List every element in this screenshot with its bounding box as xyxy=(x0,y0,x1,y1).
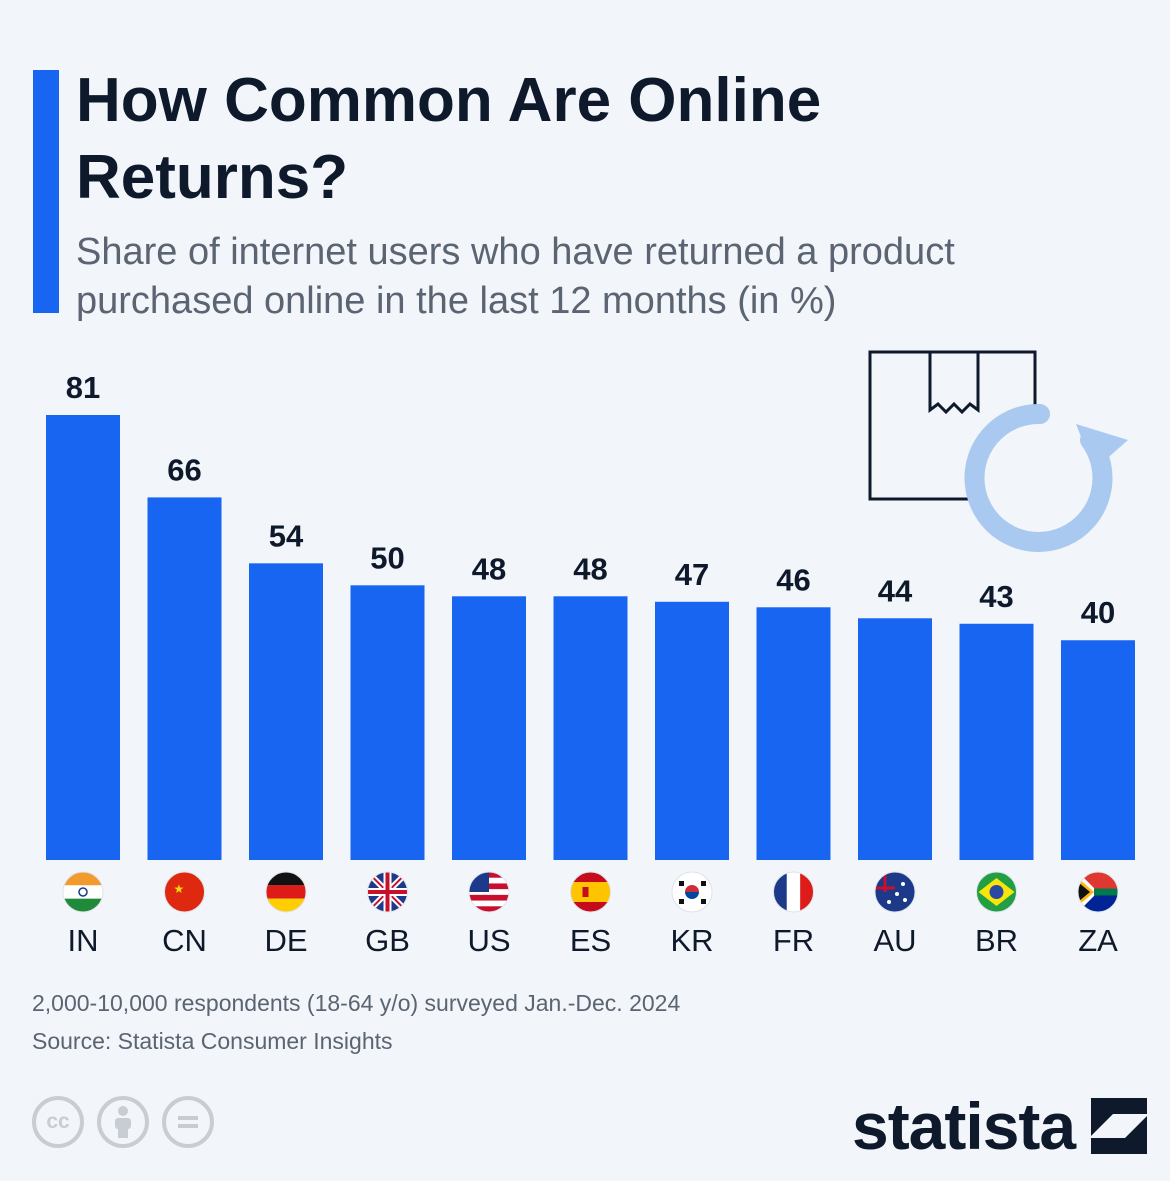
statista-logo[interactable]: statista xyxy=(852,1088,1148,1164)
bar-value-label: 43 xyxy=(979,579,1013,614)
chart-title: How Common Are Online Returns? xyxy=(76,66,822,212)
germany-flag-icon xyxy=(265,871,307,913)
bar-value-label: 66 xyxy=(167,452,201,487)
bar-value-label: 48 xyxy=(472,551,506,586)
bar-in xyxy=(46,415,120,860)
category-label: ES xyxy=(570,923,611,958)
chart-subtitle: Share of internet users who have returne… xyxy=(76,231,955,322)
bar-de xyxy=(249,563,323,860)
china-flag-icon: ★ xyxy=(164,871,205,913)
south-africa-flag-icon xyxy=(1077,871,1119,913)
usa-flag-icon xyxy=(468,871,510,913)
bar-value-label: 40 xyxy=(1081,595,1115,630)
bar-value-label: 46 xyxy=(776,562,810,597)
bar-za xyxy=(1061,640,1135,860)
bar-cn xyxy=(147,497,222,860)
bar-value-label: 48 xyxy=(573,551,607,586)
uk-flag-icon xyxy=(367,871,408,913)
bar-value-label: 54 xyxy=(269,518,304,553)
license-icons: cc xyxy=(32,1096,214,1148)
category-label: US xyxy=(467,923,510,958)
bar-br xyxy=(959,623,1034,860)
title-accent-bar xyxy=(33,70,59,313)
package-return-icon xyxy=(866,348,1136,563)
bar-fr xyxy=(756,607,831,860)
brand-name: statista xyxy=(852,1089,1076,1163)
category-label: IN xyxy=(68,923,99,958)
attribution-icon[interactable] xyxy=(97,1096,149,1148)
bar-value-label: 47 xyxy=(675,557,709,592)
no-derivatives-icon[interactable] xyxy=(162,1096,214,1148)
category-label: KR xyxy=(670,923,713,958)
india-flag-icon xyxy=(62,871,104,913)
svg-text:★: ★ xyxy=(174,882,185,896)
category-label: CN xyxy=(162,923,207,958)
bar-es xyxy=(553,596,628,860)
bar-value-label: 50 xyxy=(370,540,404,575)
category-label: FR xyxy=(773,923,814,958)
bar-us xyxy=(452,596,526,860)
bar-gb xyxy=(350,585,425,860)
bar-au xyxy=(858,618,932,860)
cc-icon[interactable]: cc xyxy=(32,1096,84,1148)
bar-value-label: 44 xyxy=(878,573,913,608)
category-label: ZA xyxy=(1078,923,1118,958)
bar-chart: 81 IN 66 ★ CN 54 DE 50 GB 48 US 48 ES 47 KR 46 FR 44 AU 43 B… xyxy=(46,370,1135,958)
bar-value-label: 81 xyxy=(66,370,100,405)
australia-flag-icon xyxy=(874,871,916,913)
category-label: AU xyxy=(873,923,916,958)
category-label: GB xyxy=(365,923,410,958)
france-flag-icon xyxy=(773,871,814,913)
bar-kr xyxy=(655,601,729,860)
survey-note: 2,000-10,000 respondents (18-64 y/o) sur… xyxy=(32,990,681,1016)
category-label: DE xyxy=(264,923,307,958)
south-korea-flag-icon xyxy=(671,871,713,913)
category-label: BR xyxy=(975,923,1018,958)
source-note: Source: Statista Consumer Insights xyxy=(32,1028,393,1054)
brazil-flag-icon xyxy=(976,871,1017,913)
spain-flag-icon xyxy=(570,871,611,913)
statista-mark-icon xyxy=(1091,1098,1148,1154)
